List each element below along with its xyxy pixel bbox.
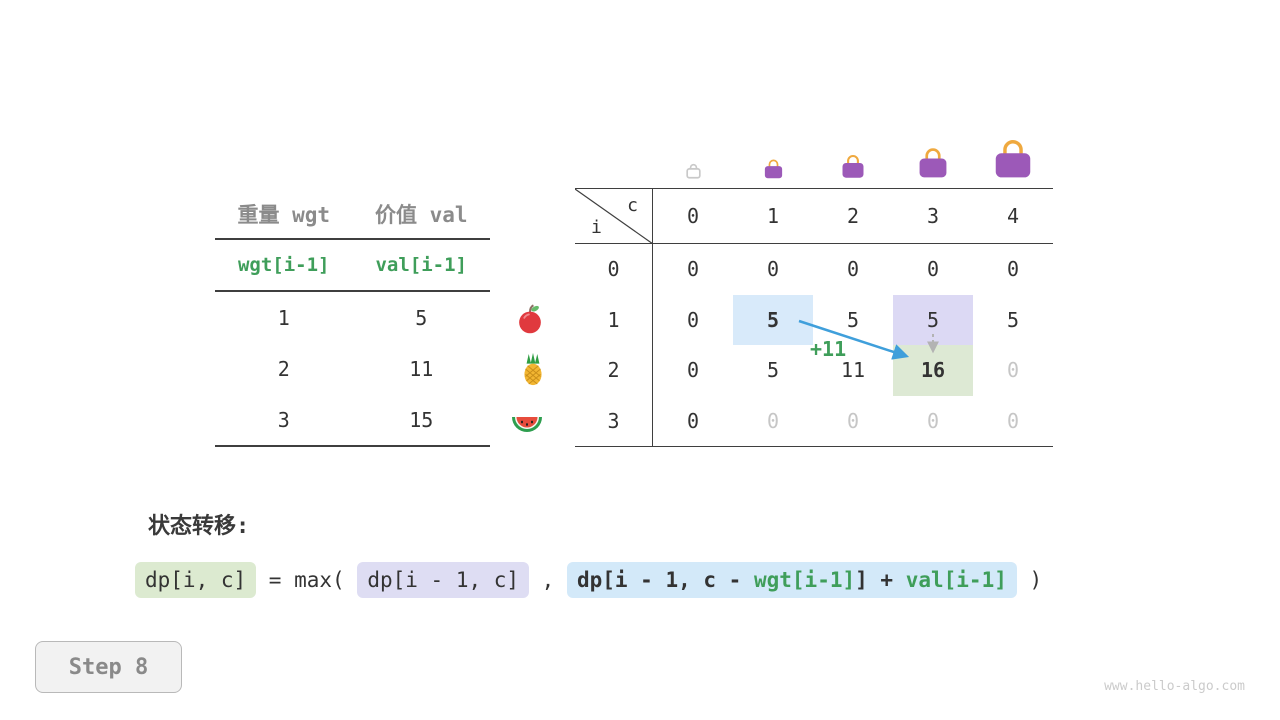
dp-col-header: 4	[973, 189, 1053, 244]
dp-cell-2-4: 0	[1006, 358, 1020, 383]
item-table: 重量 wgt 价值 val wgt[i-1] val[i-1] 1 5 2 11…	[215, 190, 490, 447]
item-row-wgt: 3	[277, 407, 290, 432]
dp-cell-2-1: 5	[766, 358, 780, 383]
dp-row-header: 3	[575, 395, 653, 446]
corner-diagonal	[575, 189, 653, 244]
dp-cell-2-2: 11	[840, 358, 866, 383]
dp-row-header: 1	[575, 294, 653, 345]
item-table-header-val: 价值 val	[352, 190, 490, 240]
item-table-accessor-val: val[i-1]	[352, 240, 490, 292]
formula-term2-val: val[i-1]	[905, 568, 1007, 592]
item-table-header-wgt: 重量 wgt	[215, 190, 353, 240]
dp-col-header: 3	[893, 189, 973, 244]
row-var-label: i	[591, 217, 602, 238]
dp-cell-3-4: 0	[1006, 408, 1020, 433]
pineapple-icon	[516, 352, 550, 386]
formula-term2-prefix: dp[i - 1, c -	[576, 568, 754, 592]
bag-large-icon	[915, 146, 951, 184]
bag-small-icon	[762, 158, 785, 184]
dp-cell-3-0: 0	[686, 408, 700, 433]
dp-cell-2-3-current: 16	[893, 345, 973, 396]
dp-cell-0-2: 0	[846, 257, 860, 282]
item-row-val: 5	[415, 305, 428, 330]
formula-term2: dp[i - 1, c - wgt[i-1]] + val[i-1]	[566, 562, 1017, 598]
formula-separator: ,	[529, 568, 567, 592]
apple-icon	[513, 302, 547, 336]
transition-formula: dp[i, c] = max( dp[i - 1, c] , dp[i - 1,…	[135, 562, 1042, 598]
item-row-wgt: 1	[277, 305, 290, 330]
step-button[interactable]: Step 8	[35, 641, 182, 693]
dp-cell-1-0: 0	[686, 307, 700, 332]
dp-cell-1-4: 5	[1006, 307, 1020, 332]
bag-empty-icon	[685, 163, 702, 183]
bag-xlarge-icon	[990, 137, 1036, 185]
dp-cell-3-3: 0	[926, 408, 940, 433]
formula-term2-wgt: wgt[i-1]	[753, 568, 856, 592]
dp-cell-0-0: 0	[686, 257, 700, 282]
dp-cell-2-0: 0	[686, 358, 700, 383]
dp-col-header: 2	[813, 189, 893, 244]
item-row-val: 15	[409, 407, 434, 432]
formula-lhs: dp[i, c]	[135, 562, 257, 598]
formula-operator: = max(	[256, 568, 358, 592]
dp-row-header: 2	[575, 345, 653, 396]
dp-cell-1-3-above: 5	[893, 294, 973, 345]
dp-row-header: 0	[575, 244, 653, 295]
dp-cell-3-1: 0	[766, 408, 780, 433]
formula-term2-mid: ] +	[855, 568, 906, 592]
dp-col-header: 0	[653, 189, 733, 244]
dp-cell-1-1-source: 5	[733, 294, 813, 345]
dp-cell-3-2: 0	[846, 408, 860, 433]
bag-medium-icon	[839, 153, 867, 184]
item-row-val: 11	[409, 356, 434, 381]
dp-cell-0-3: 0	[926, 257, 940, 282]
watermelon-icon	[510, 406, 544, 440]
dp-table: c i 0 1 2 3 4 0 0 0 0 0 0 1 0 5 5 5 5 2 …	[575, 188, 1053, 447]
item-table-accessor-wgt: wgt[i-1]	[215, 240, 353, 292]
arrow-add-value-label: +11	[810, 337, 847, 361]
dp-cell-0-4: 0	[1006, 257, 1020, 282]
dp-cell-0-1: 0	[766, 257, 780, 282]
dp-col-header: 1	[733, 189, 813, 244]
col-var-label: c	[627, 195, 638, 216]
formula-term1: dp[i - 1, c]	[357, 562, 530, 598]
transition-title: 状态转移:	[148, 514, 250, 539]
dp-corner-cell: c i	[575, 189, 653, 244]
item-row-wgt: 2	[277, 356, 290, 381]
formula-close: )	[1016, 568, 1043, 592]
watermark: www.hello-algo.com	[1104, 679, 1245, 694]
